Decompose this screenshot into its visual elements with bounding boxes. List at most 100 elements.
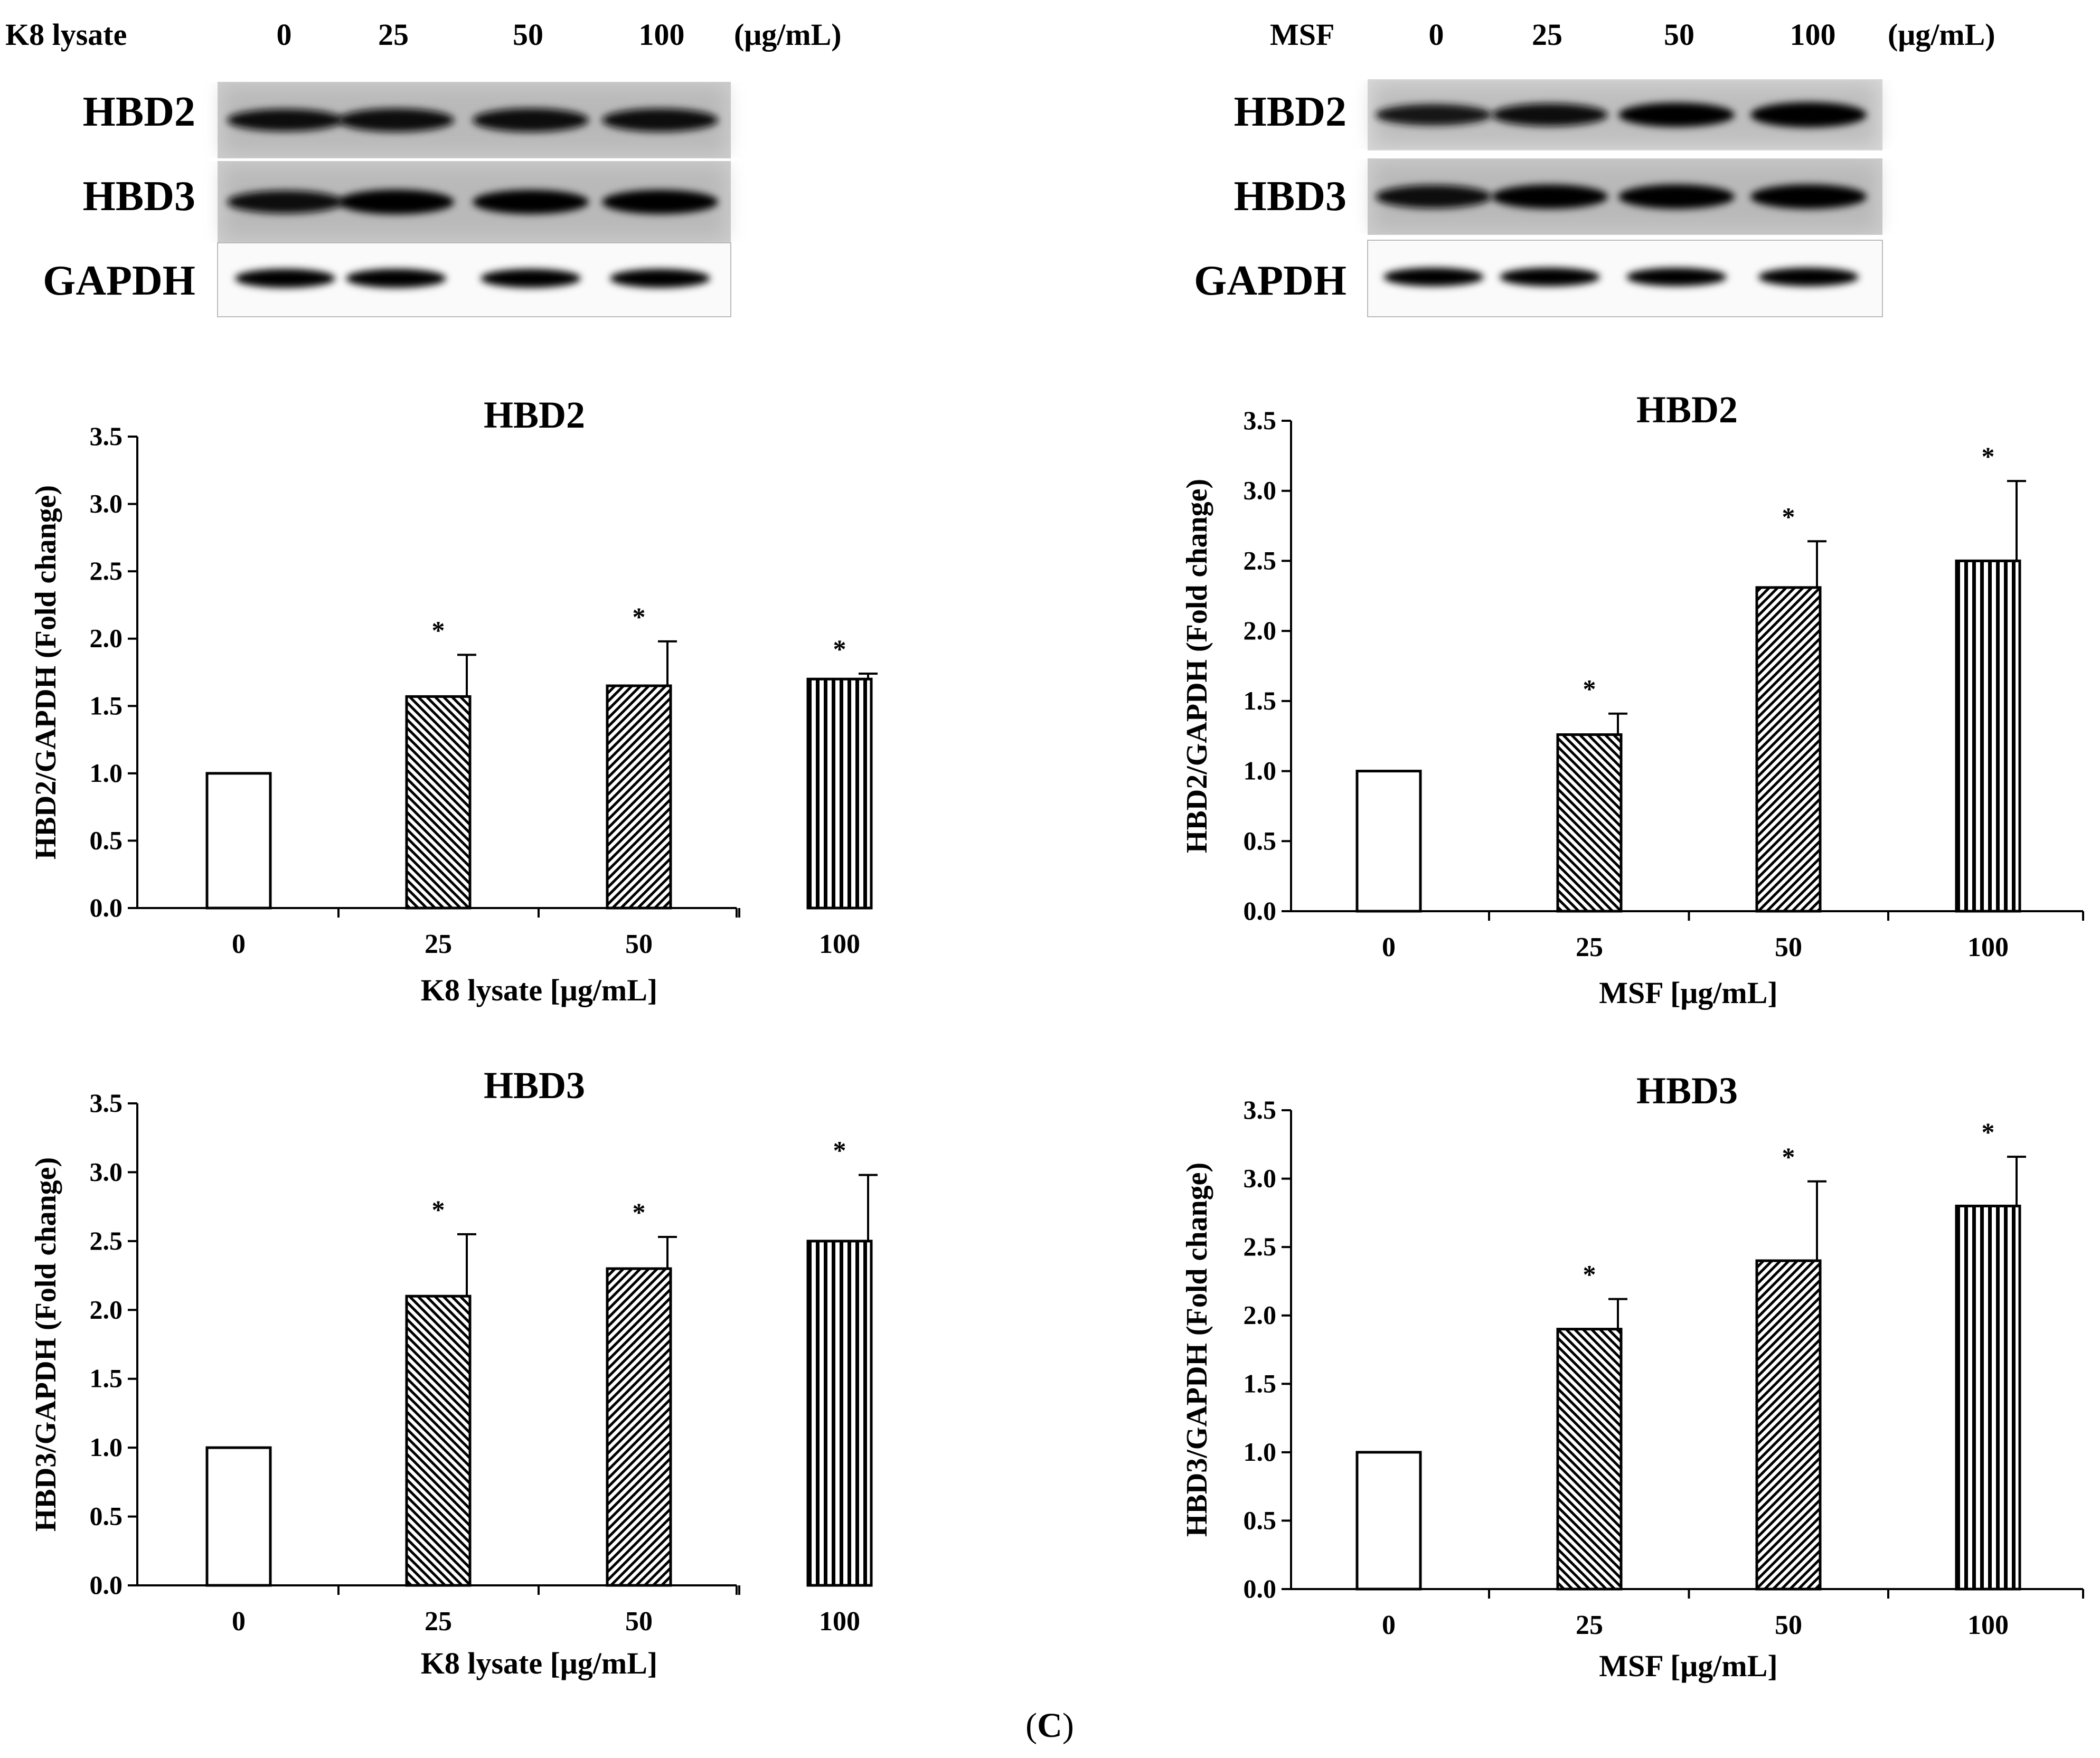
x-axis-label: MSF [μg/mL] bbox=[1599, 976, 1777, 1010]
blot-band bbox=[1618, 184, 1735, 209]
bar bbox=[405, 695, 472, 910]
significance-marker: * bbox=[1982, 441, 1995, 471]
y-tick-label: 0.5 bbox=[90, 825, 123, 855]
blot-band bbox=[1626, 268, 1727, 286]
y-tick-label: 3.5 bbox=[90, 421, 123, 451]
dose-label: 100 bbox=[1790, 17, 1836, 52]
chart-title: HBD2 bbox=[1636, 389, 1738, 431]
y-tick-label: 0.5 bbox=[90, 1501, 123, 1531]
x-tick-label: 100 bbox=[1967, 1610, 2009, 1640]
bar-chart-hbd3-msf: HBD3 0.0 0.5 1.0 1.5 2.0 2.5 3.0 3.5 0 * 25 * 50 * 100 M… bbox=[1181, 1070, 2084, 1683]
blot-strip-hbd2 bbox=[218, 82, 731, 158]
dose-label: 25 bbox=[378, 17, 409, 52]
blot-band bbox=[1750, 184, 1867, 209]
blot-band bbox=[1750, 102, 1867, 128]
y-tick-label: 0.5 bbox=[1244, 1505, 1277, 1535]
y-tick-label: 1.0 bbox=[90, 758, 123, 788]
x-tick-label: 25 bbox=[425, 929, 452, 959]
dose-label: 100 bbox=[639, 17, 685, 52]
x-tick-label: 50 bbox=[1775, 932, 1802, 962]
y-tick-label: 2.5 bbox=[1244, 545, 1277, 575]
bar bbox=[1355, 770, 1422, 913]
bar bbox=[1355, 1451, 1422, 1591]
bar bbox=[1755, 1259, 1822, 1591]
blot-row-label: HBD3 bbox=[83, 173, 195, 220]
y-axis-label: HBD3/GAPDH (Fold change) bbox=[30, 1157, 62, 1532]
blot-row-label: HBD3 bbox=[1234, 173, 1346, 220]
unit-label: (μg/mL) bbox=[734, 17, 842, 52]
bar bbox=[205, 1446, 272, 1587]
blot-band bbox=[602, 190, 718, 214]
bar bbox=[1955, 559, 2021, 913]
significance-marker: * bbox=[1782, 1142, 1795, 1171]
y-tick-label: 3.0 bbox=[90, 489, 123, 518]
chart-title: HBD3 bbox=[1636, 1070, 1738, 1112]
blot-band bbox=[610, 269, 710, 288]
y-axis-label: HBD2/GAPDH (Fold change) bbox=[30, 485, 62, 859]
significance-marker: * bbox=[432, 615, 445, 645]
blot-strip-hbd2 bbox=[1368, 79, 1882, 150]
significance-marker: * bbox=[833, 634, 846, 664]
blot-row-label: HBD2 bbox=[1234, 89, 1346, 135]
dose-label: 25 bbox=[1532, 17, 1562, 52]
x-tick-label: 0 bbox=[1382, 1610, 1396, 1640]
western-blot-header-k8: K8 lysate 0 25 50 100 (μg/mL) bbox=[5, 17, 842, 52]
y-axis-label: HBD2/GAPDH (Fold change) bbox=[1181, 479, 1213, 853]
bar bbox=[1955, 1204, 2021, 1591]
y-tick-label: 3.5 bbox=[90, 1088, 123, 1118]
y-tick-label: 1.5 bbox=[90, 691, 123, 720]
x-axis-label: K8 lysate [μg/mL] bbox=[421, 1646, 657, 1680]
y-tick-label: 2.0 bbox=[90, 1294, 123, 1324]
blot-band bbox=[1500, 267, 1600, 287]
significance-marker: * bbox=[432, 1195, 445, 1224]
dose-label: 50 bbox=[513, 17, 543, 52]
blot-band bbox=[1492, 184, 1608, 209]
blot-band bbox=[338, 190, 454, 214]
western-blot-images bbox=[217, 79, 1883, 317]
bar-chart-hbd2-k8: HBD2 0.0 0.5 1.0 1.5 2.0 2.5 3.0 3.5 0 * 25 * 50 * 100 K… bbox=[30, 394, 878, 1007]
x-tick-label: 100 bbox=[1967, 932, 2009, 962]
blot-band bbox=[346, 269, 446, 288]
blot-band bbox=[227, 109, 343, 131]
x-tick-label: 25 bbox=[1576, 1610, 1603, 1640]
y-tick-label: 3.5 bbox=[1244, 1095, 1277, 1124]
x-tick-label: 50 bbox=[625, 1606, 653, 1637]
bar bbox=[806, 1240, 873, 1587]
x-tick-label: 0 bbox=[232, 1606, 246, 1637]
panel-label-close: ) bbox=[1062, 1706, 1074, 1745]
y-tick-label: 2.5 bbox=[90, 1226, 123, 1255]
chart-title: HBD2 bbox=[484, 394, 585, 436]
bar bbox=[1556, 1328, 1623, 1591]
y-tick-label: 0.0 bbox=[90, 1570, 123, 1600]
treatment-label: K8 lysate bbox=[5, 17, 127, 52]
x-tick-label: 50 bbox=[625, 929, 653, 959]
dose-label: 50 bbox=[1664, 17, 1694, 52]
x-tick-label: 100 bbox=[819, 929, 860, 959]
blot-row-label: GAPDH bbox=[1194, 258, 1346, 304]
x-tick-label: 50 bbox=[1775, 1610, 1802, 1640]
bar bbox=[1755, 586, 1822, 913]
y-tick-label: 3.0 bbox=[1244, 476, 1277, 505]
x-tick-label: 0 bbox=[232, 929, 246, 959]
x-tick-label: 25 bbox=[425, 1606, 452, 1637]
significance-marker: * bbox=[1583, 1260, 1596, 1289]
y-tick-label: 1.5 bbox=[1244, 1368, 1277, 1398]
chart-title: HBD3 bbox=[484, 1064, 585, 1107]
y-tick-label: 3.0 bbox=[1244, 1164, 1277, 1193]
y-tick-label: 0.0 bbox=[90, 893, 123, 922]
y-tick-label: 2.0 bbox=[90, 623, 123, 653]
y-tick-label: 0.5 bbox=[1244, 826, 1277, 855]
blot-strip-hbd3 bbox=[218, 161, 731, 243]
y-tick-label: 2.0 bbox=[1244, 616, 1277, 645]
panel-label-open: ( bbox=[1025, 1706, 1037, 1745]
blot-band bbox=[1618, 102, 1735, 127]
blot-band bbox=[338, 108, 454, 132]
bar-chart-hbd3-k8: HBD3 0.0 0.5 1.0 1.5 2.0 2.5 3.0 3.5 0 * 25 * 50 * 100 K… bbox=[30, 1064, 878, 1680]
blot-row-label: HBD2 bbox=[83, 89, 195, 135]
blot-band bbox=[1758, 267, 1859, 287]
blot-band bbox=[481, 269, 581, 288]
blot-row-labels-left: HBD2 HBD3 GAPDH bbox=[43, 89, 195, 304]
significance-marker: * bbox=[1782, 502, 1795, 531]
blot-band bbox=[1376, 185, 1492, 209]
western-blot-header-msf: MSF 0 25 50 100 (μg/mL) bbox=[1270, 17, 1995, 52]
